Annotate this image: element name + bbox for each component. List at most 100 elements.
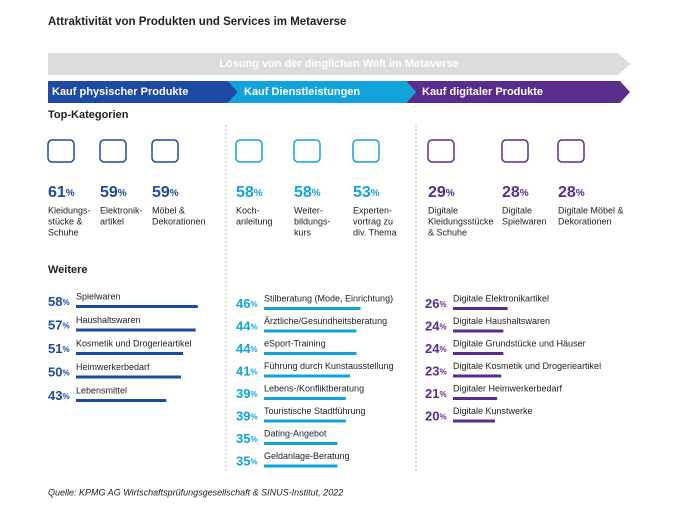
icon <box>501 139 529 163</box>
value-label: 59% <box>100 184 127 201</box>
bar <box>453 419 495 423</box>
category-label: Möbel & <box>152 205 185 215</box>
item-label: Kosmetik und Drogerieartikel <box>76 338 192 348</box>
unit: % <box>520 188 529 199</box>
header-arrow <box>48 81 238 103</box>
category-label: Digitale <box>502 205 532 215</box>
value: 20 <box>425 409 439 424</box>
value-label: 35% <box>236 431 258 446</box>
category-label: Kleidungs- <box>48 205 91 215</box>
icon <box>352 139 380 163</box>
category-label: Spielwaren <box>502 216 547 226</box>
bar <box>264 464 338 468</box>
category-label: bildungs- <box>294 216 331 226</box>
value: 53 <box>353 184 371 201</box>
bar <box>264 307 361 310</box>
value: 43 <box>48 388 62 403</box>
unit: % <box>250 458 257 467</box>
banner-arrow <box>48 53 630 75</box>
header-text: Kauf Dienstleistungen <box>244 86 360 98</box>
bar <box>76 328 196 332</box>
item-label: Spielwaren <box>76 291 121 301</box>
value-label: 23% <box>425 364 447 379</box>
unit: % <box>371 188 380 199</box>
unit: % <box>62 392 69 401</box>
category-label: stücke & <box>48 216 83 226</box>
unit: % <box>118 188 127 199</box>
unit: % <box>439 413 446 422</box>
unit: % <box>254 188 263 199</box>
unit: % <box>62 369 69 378</box>
unit: % <box>170 188 179 199</box>
item-label: eSport-Training <box>264 338 326 348</box>
value: 28 <box>502 184 520 201</box>
bar <box>264 329 357 333</box>
value-label: 20% <box>425 409 447 424</box>
category-label: & Schuhe <box>428 227 467 237</box>
unit: % <box>312 188 321 199</box>
value: 59 <box>100 184 118 201</box>
header-arrow <box>406 81 630 103</box>
item-label: Digitale Grundstücke und Häuser <box>453 338 586 348</box>
title: Attraktivität von Produkten und Services… <box>48 16 346 28</box>
item-label: Digitale Elektronikartikel <box>453 293 549 303</box>
value: 35 <box>236 431 250 446</box>
value-label: 58% <box>236 184 263 201</box>
value-label: 51% <box>48 341 70 356</box>
item-label: Lebens-/Konfliktberatung <box>264 383 364 393</box>
value: 39 <box>236 386 250 401</box>
unit: % <box>439 390 446 399</box>
unit: % <box>66 188 75 199</box>
item-label: Digitaler Heimwerkerbedarf <box>453 383 563 393</box>
value-label: 50% <box>48 365 70 380</box>
category-label: Schuhe <box>48 227 79 237</box>
bar <box>264 442 338 445</box>
value: 61 <box>48 184 66 201</box>
bar <box>76 305 198 308</box>
value-label: 53% <box>353 184 380 201</box>
value-label: 41% <box>236 364 258 379</box>
unit: % <box>446 188 455 199</box>
value: 58 <box>236 184 254 201</box>
value: 58 <box>48 294 62 309</box>
value: 41 <box>236 364 250 379</box>
header-text: Kauf digitaler Produkte <box>422 86 543 98</box>
bar <box>453 352 504 355</box>
top-heading: Top-Kategorien <box>48 109 129 121</box>
value-label: 57% <box>48 318 70 333</box>
item-label: Digitale Haushaltswaren <box>453 316 550 326</box>
bar <box>76 399 167 402</box>
value-label: 59% <box>152 184 179 201</box>
value: 44 <box>236 341 251 356</box>
value-label: 58% <box>48 294 70 309</box>
value: 35 <box>236 454 250 469</box>
bar <box>264 374 351 378</box>
banner-text: Lösung von der dinglichen Welt im Metave… <box>219 58 458 70</box>
category-label: Weiter- <box>294 205 323 215</box>
value: 23 <box>425 364 439 379</box>
value-label: 24% <box>425 319 447 334</box>
category-label: anleitung <box>236 216 273 226</box>
category-label: kurs <box>294 227 312 237</box>
icon <box>99 139 127 163</box>
value: 39 <box>236 409 250 424</box>
value: 28 <box>558 184 576 201</box>
value: 21 <box>425 386 439 401</box>
value-label: 43% <box>48 388 70 403</box>
bar <box>76 375 181 379</box>
item-label: Lebensmittel <box>76 385 127 395</box>
value-label: 39% <box>236 386 258 401</box>
item-label: Touristische Stadtführung <box>264 406 366 416</box>
value-label: 29% <box>428 184 455 201</box>
unit: % <box>576 188 585 199</box>
value-label: 39% <box>236 409 258 424</box>
item-label: Dating-Angebot <box>264 428 327 438</box>
value: 58 <box>294 184 312 201</box>
unit: % <box>439 368 446 377</box>
value: 51 <box>48 341 62 356</box>
unit: % <box>250 435 257 444</box>
value-label: 28% <box>502 184 529 201</box>
category-label: Koch- <box>236 205 260 215</box>
icon <box>427 139 455 163</box>
unit: % <box>250 368 257 377</box>
